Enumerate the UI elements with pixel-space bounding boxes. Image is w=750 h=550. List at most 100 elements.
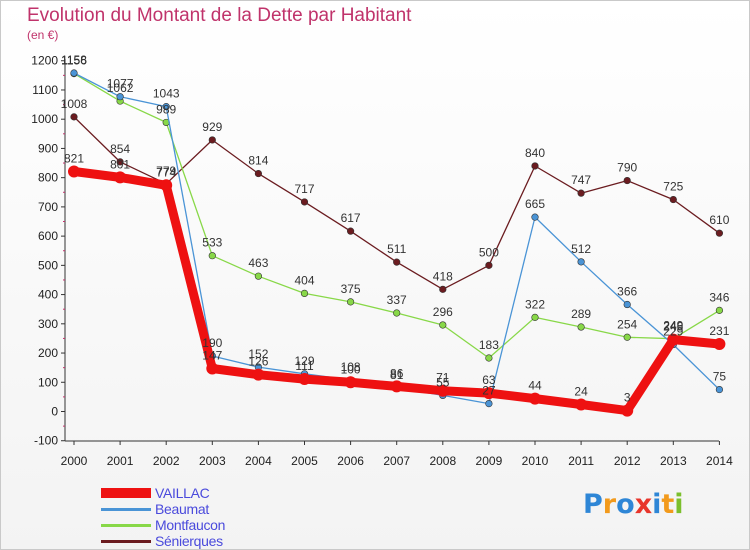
data-label: 246 [663,320,683,334]
data-label: 254 [617,317,637,331]
data-point [485,261,493,269]
data-point [390,380,403,393]
data-point [162,103,170,111]
logo-letter: x [634,489,653,520]
data-label: 500 [479,245,499,259]
data-label: 108 [341,360,361,374]
data-point [439,321,447,329]
data-point [485,354,493,362]
data-point [347,227,355,235]
data-label: 463 [248,256,268,270]
data-label: 790 [617,161,637,175]
x-tick-label: 2004 [245,454,272,468]
data-point [160,179,173,192]
legend-label: Sénierques [155,533,223,549]
logo-letter: i [652,489,662,520]
data-label: 814 [248,154,268,168]
data-label: 289 [571,307,591,321]
data-label: 3 [624,391,631,405]
y-tick-label: 1200 [31,54,58,68]
legend-swatch [101,540,151,543]
logo-letter: t [661,489,675,520]
data-point [623,300,631,309]
data-label: 747 [571,173,591,187]
y-tick-label: 1000 [31,112,58,126]
x-tick-label: 2010 [522,454,549,468]
data-point [347,298,355,306]
data-point [114,171,127,184]
x-tick-label: 2000 [61,454,88,468]
unit-label: (en €) [27,28,59,42]
legend-item: VAILLAC [101,485,321,501]
x-tick-label: 2014 [706,454,733,468]
data-label: 375 [341,282,361,296]
data-label: 779 [156,164,176,178]
data-label: 665 [525,197,545,211]
legend-label: Beaumat [155,501,209,517]
data-point [300,198,309,206]
data-label: 1043 [153,87,180,101]
data-label: 44 [528,379,542,393]
data-point [208,252,216,260]
data-point [436,384,449,397]
data-label: 337 [387,293,407,307]
data-label: 512 [571,242,591,256]
data-label: 617 [341,211,361,225]
x-tick-label: 2007 [383,454,410,468]
legend-swatch [101,488,151,498]
data-point [529,392,541,405]
data-label: 296 [433,305,453,319]
data-label: 929 [202,120,222,134]
x-tick-label: 2012 [614,454,641,468]
y-tick-label: 300 [38,317,58,331]
proxiti-logo: Proxiti [583,489,684,520]
data-label: 229 [663,325,683,339]
data-label: 1077 [107,77,134,91]
data-label: 111 [295,359,314,373]
data-point [531,313,539,321]
data-label: 346 [709,290,729,304]
x-tick-label: 2008 [429,454,456,468]
data-point [70,113,78,121]
y-tick-label: 200 [38,346,58,360]
legend-swatch [101,508,151,511]
x-tick-label: 2011 [568,454,594,468]
data-label: 81 [390,368,404,382]
data-point [208,136,216,144]
chart-title: Evolution du Montant de la Dette par Hab… [27,5,412,26]
data-label: 86 [390,366,404,380]
data-label: 24 [574,384,588,398]
y-tick-label: 900 [38,141,58,155]
data-point [254,169,262,178]
logo-letter: r [602,489,617,520]
data-point [667,333,680,346]
data-point [715,385,724,394]
x-tick-label: 2002 [153,454,180,468]
data-point [393,258,401,266]
data-label: 147 [202,349,222,363]
logo-letter: o [616,489,635,520]
data-point [70,69,78,77]
data-label: 63 [482,373,496,387]
data-label: 989 [156,102,176,116]
data-point [577,323,585,331]
data-label: 1062 [107,81,134,95]
y-tick-label: 600 [38,229,58,243]
data-point [531,162,539,170]
x-tick-label: 2009 [476,454,503,468]
data-point [623,333,631,341]
data-label: 190 [202,336,222,350]
data-point [531,213,539,221]
data-label: 774 [156,165,176,179]
data-label: 418 [433,269,453,283]
data-point [575,398,588,411]
logo-letter: i [674,489,684,520]
legend-swatch [101,524,151,527]
legend-item: Sénierques [101,533,321,549]
y-tick-label: 700 [38,200,58,214]
data-label: 610 [709,213,729,227]
data-label: 725 [663,180,683,194]
data-label: 55 [436,375,450,389]
data-point [252,368,265,381]
